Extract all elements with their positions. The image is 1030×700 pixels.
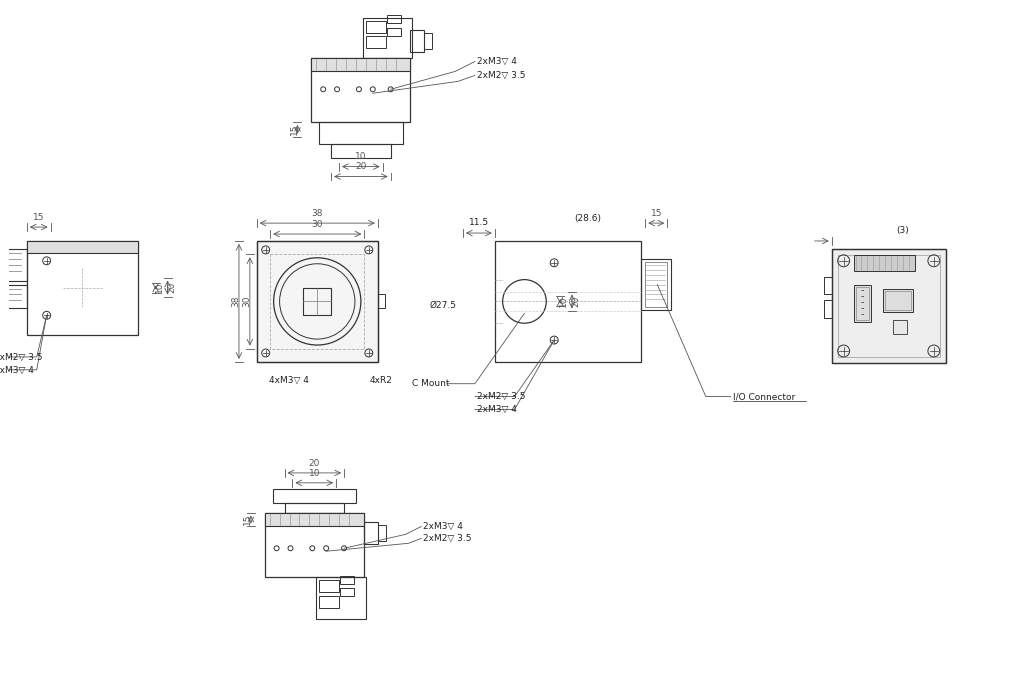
Bar — [885, 290, 912, 310]
Bar — [304, 288, 331, 315]
Text: 30: 30 — [311, 220, 323, 229]
Text: C Mount: C Mount — [412, 379, 449, 389]
Bar — [824, 300, 832, 318]
Text: 2xM3▽ 4: 2xM3▽ 4 — [477, 57, 517, 66]
Bar — [832, 249, 946, 363]
Bar — [3, 285, 27, 309]
Text: 2xM2▽ 3.5: 2xM2▽ 3.5 — [477, 71, 525, 80]
Text: 15: 15 — [290, 124, 299, 135]
Bar — [27, 241, 138, 253]
Bar — [256, 241, 378, 362]
Bar — [642, 259, 672, 310]
Text: 15: 15 — [33, 213, 44, 222]
Text: 11.5: 11.5 — [469, 218, 489, 227]
Bar — [311, 57, 410, 122]
Text: 2xM2▽ 3.5: 2xM2▽ 3.5 — [423, 534, 472, 542]
Bar — [363, 18, 412, 57]
Text: 2xM2▽ 3.5: 2xM2▽ 3.5 — [477, 392, 525, 401]
Text: I/O Connector: I/O Connector — [732, 392, 795, 401]
Bar — [265, 512, 364, 526]
Text: 20: 20 — [572, 295, 581, 307]
Text: -: - — [861, 309, 864, 319]
Bar — [837, 255, 939, 357]
Bar — [410, 30, 424, 52]
Bar — [311, 57, 410, 71]
Bar — [494, 241, 642, 362]
Text: -: - — [861, 298, 864, 307]
Bar — [366, 21, 385, 33]
Bar — [256, 241, 378, 362]
Text: 2xM3▽ 4: 2xM3▽ 4 — [0, 365, 34, 375]
Bar — [378, 526, 385, 541]
Text: 20: 20 — [355, 162, 367, 171]
Bar — [316, 577, 366, 619]
Text: -: - — [861, 286, 864, 295]
Bar — [424, 33, 433, 48]
Bar — [386, 28, 401, 36]
Bar — [856, 286, 869, 321]
Bar — [340, 588, 354, 596]
Text: 15: 15 — [243, 514, 252, 525]
Bar — [270, 254, 365, 349]
Bar — [340, 576, 354, 584]
Bar — [331, 144, 390, 158]
Text: (28.6): (28.6) — [575, 214, 602, 223]
Bar — [27, 241, 138, 335]
Text: 20: 20 — [167, 282, 176, 293]
Bar — [364, 522, 378, 545]
Text: 15: 15 — [651, 209, 662, 218]
Text: 10: 10 — [355, 152, 367, 161]
Bar — [386, 15, 401, 23]
Text: 10: 10 — [309, 469, 320, 478]
Text: 10: 10 — [156, 282, 164, 293]
Bar — [832, 249, 946, 363]
Text: 20: 20 — [309, 459, 320, 468]
Text: 38: 38 — [311, 209, 323, 218]
Text: -: - — [861, 291, 864, 302]
Bar — [319, 596, 339, 608]
Text: 2xM3▽ 4: 2xM3▽ 4 — [477, 405, 517, 414]
Bar — [854, 285, 871, 322]
Bar — [824, 276, 832, 295]
Text: 10: 10 — [558, 295, 568, 307]
Text: Ø27.5: Ø27.5 — [431, 301, 457, 310]
Bar — [273, 489, 356, 503]
Text: (3): (3) — [897, 226, 909, 235]
Text: -: - — [861, 303, 864, 314]
Text: 2xM2▽ 3.5: 2xM2▽ 3.5 — [0, 352, 42, 361]
Bar — [884, 288, 913, 312]
Text: 4xR2: 4xR2 — [370, 376, 392, 385]
Bar — [646, 262, 667, 307]
Bar — [893, 321, 907, 334]
Text: 30: 30 — [242, 295, 251, 307]
Bar — [284, 503, 344, 512]
Bar — [366, 36, 385, 48]
Bar — [265, 512, 364, 577]
Bar — [3, 249, 27, 281]
Text: 4xM3▽ 4: 4xM3▽ 4 — [269, 376, 309, 385]
Bar — [854, 255, 915, 271]
Bar — [319, 122, 403, 144]
Bar — [319, 580, 339, 592]
Text: 38: 38 — [232, 295, 240, 307]
Bar — [378, 295, 384, 309]
Text: 2xM3▽ 4: 2xM3▽ 4 — [423, 522, 464, 531]
